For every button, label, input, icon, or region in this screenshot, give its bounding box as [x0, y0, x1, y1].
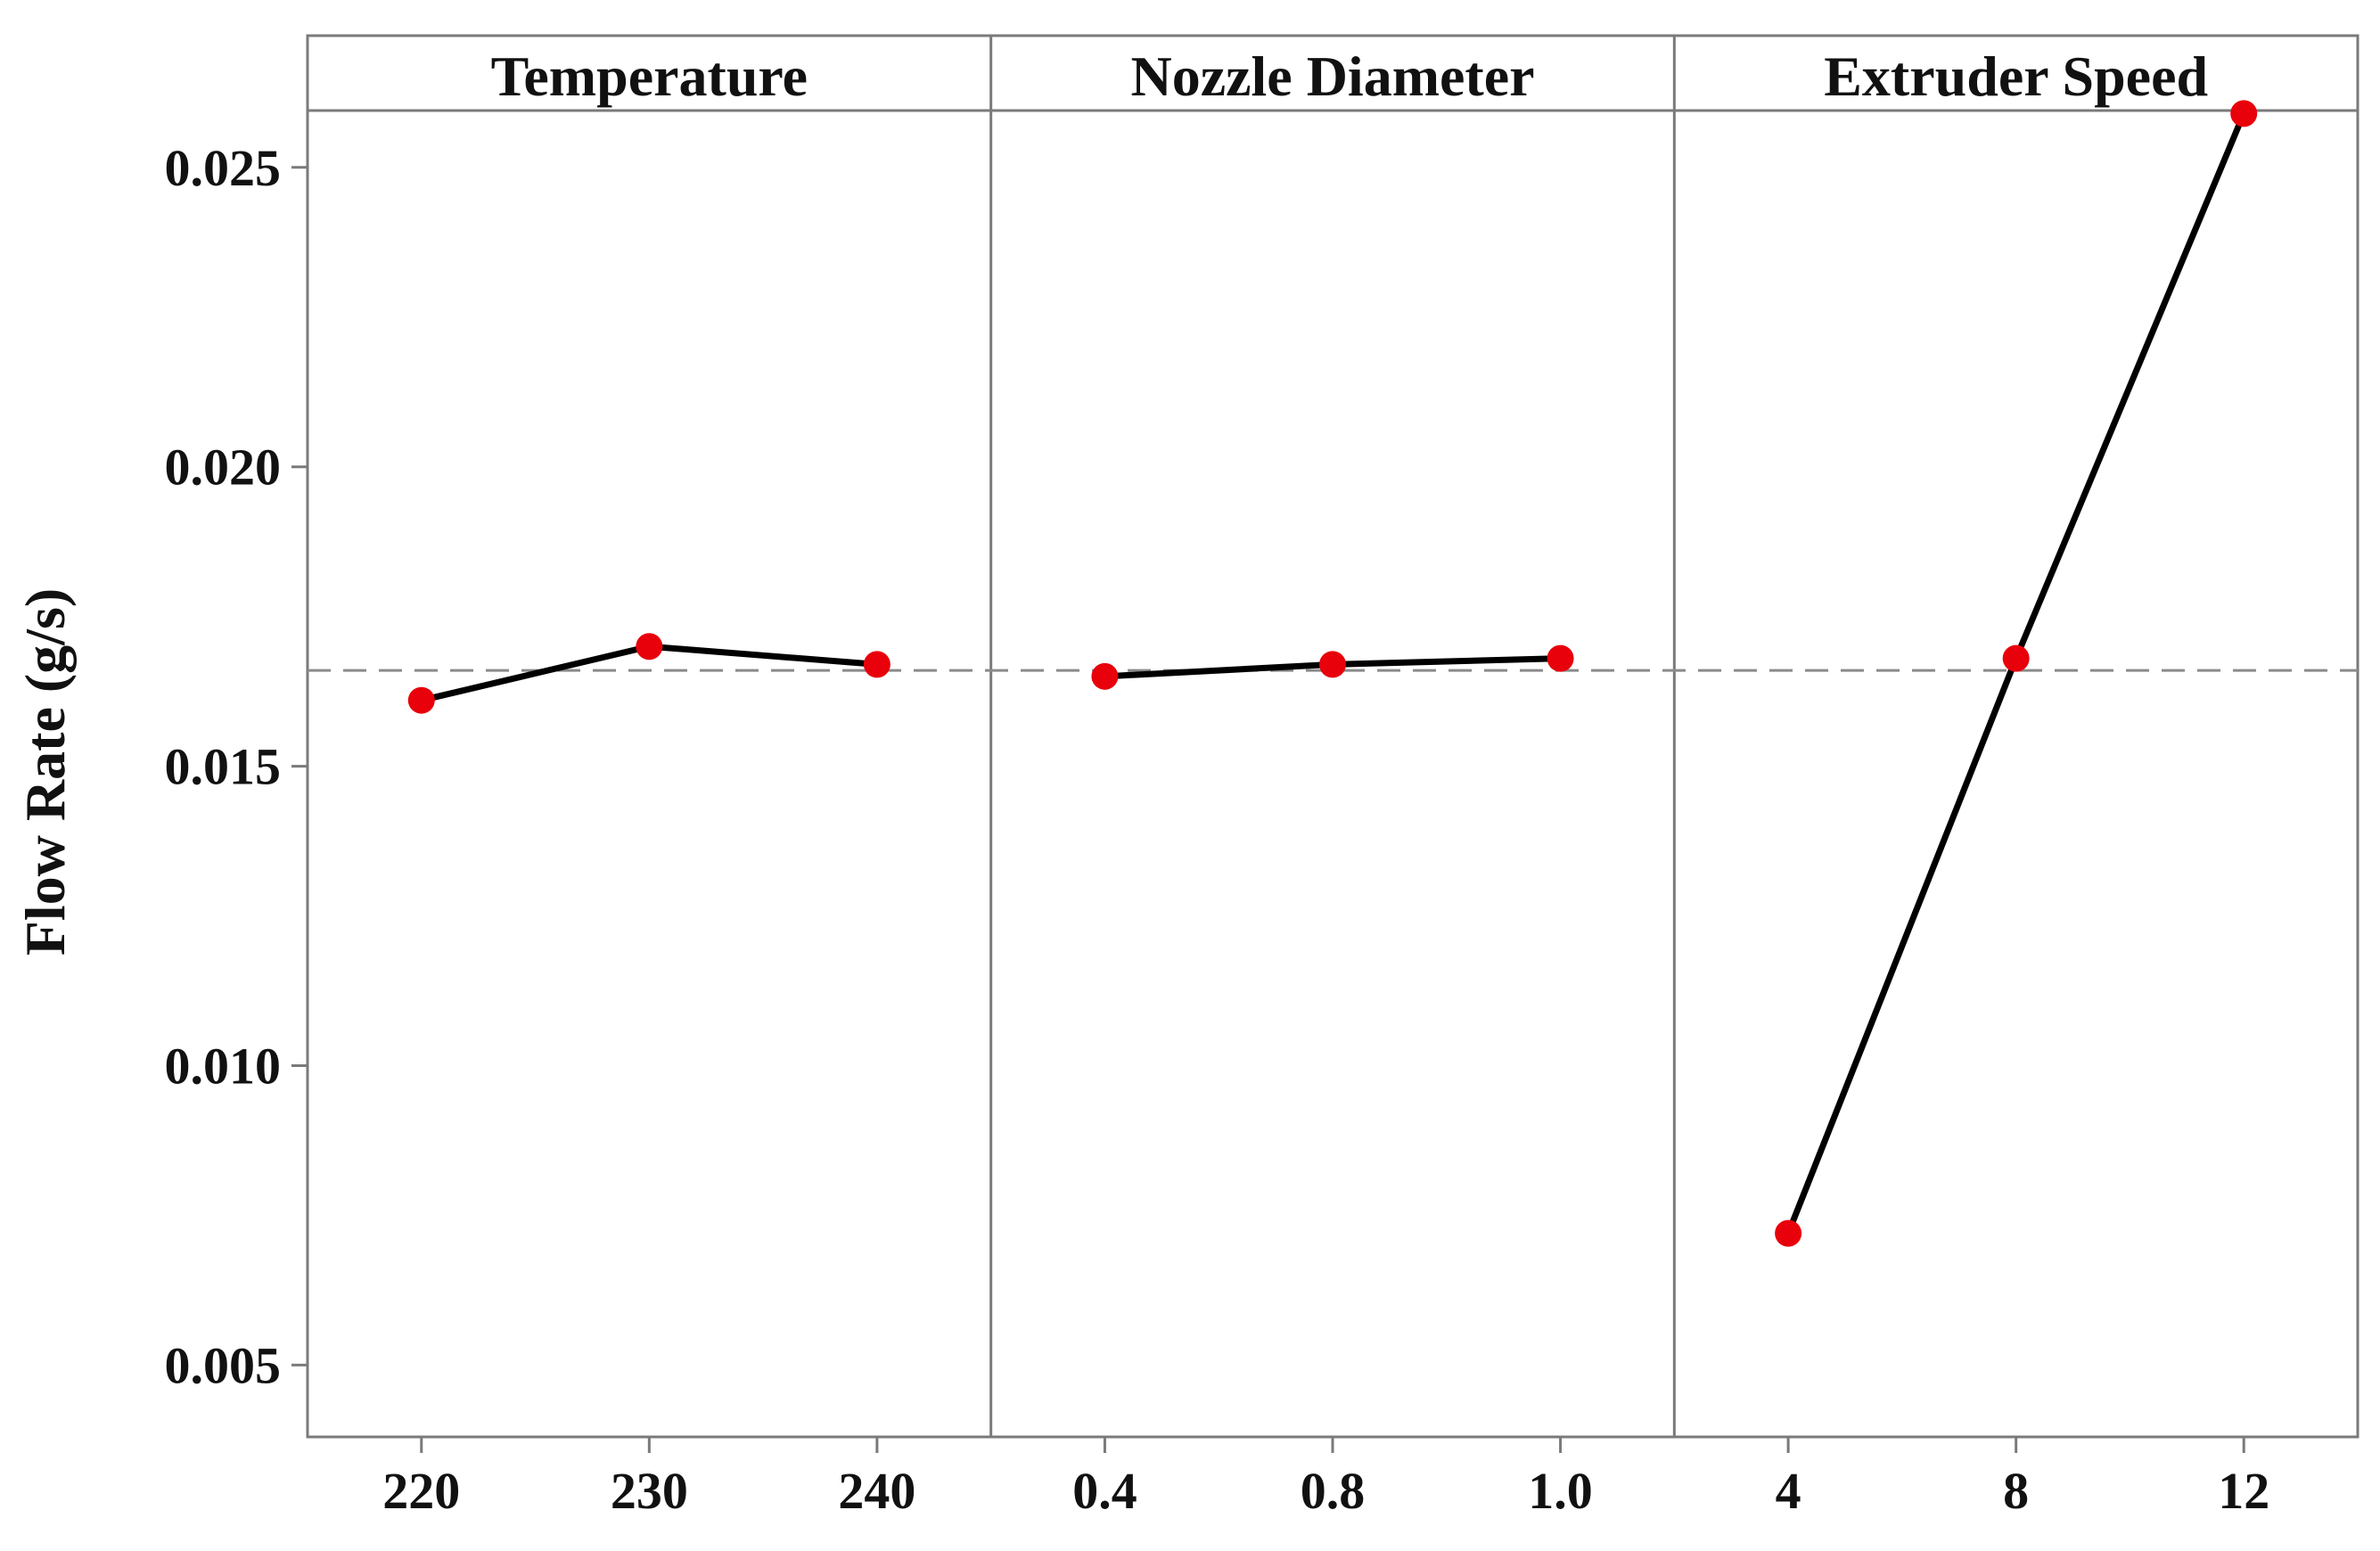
data-point	[863, 651, 890, 678]
panel-title: Temperature	[491, 45, 808, 108]
x-tick-label: 12	[2218, 1462, 2269, 1520]
x-tick-label: 0.4	[1072, 1462, 1137, 1520]
data-point	[1319, 651, 1346, 678]
x-tick-label: 4	[1776, 1462, 1801, 1520]
x-tick-label: 0.8	[1301, 1462, 1366, 1520]
data-point	[1547, 644, 1574, 672]
y-tick-label: 0.005	[165, 1336, 282, 1394]
data-point	[1775, 1219, 1802, 1247]
x-tick-label: 230	[611, 1462, 688, 1520]
y-axis-title: Flow Rate (g/s)	[13, 588, 77, 956]
data-point	[2230, 100, 2258, 127]
series-line	[1785, 111, 2247, 1235]
y-tick-label: 0.020	[165, 439, 282, 496]
y-tick-label: 0.015	[165, 738, 282, 796]
x-tick-label: 240	[838, 1462, 915, 1520]
data-point	[2002, 644, 2030, 672]
data-point	[636, 633, 663, 661]
panel-title: Extruder Speed	[1824, 45, 2208, 108]
data-point	[1091, 662, 1119, 690]
plot-frame	[306, 34, 2359, 1439]
data-point	[407, 686, 435, 714]
y-tick-label: 0.010	[165, 1037, 282, 1095]
panel-title: Nozzle Diameter	[1130, 45, 1534, 108]
x-tick-label: 8	[2003, 1462, 2029, 1520]
x-tick-label: 220	[382, 1462, 460, 1520]
y-tick-label: 0.025	[165, 139, 282, 197]
x-tick-label: 1.0	[1528, 1462, 1593, 1520]
